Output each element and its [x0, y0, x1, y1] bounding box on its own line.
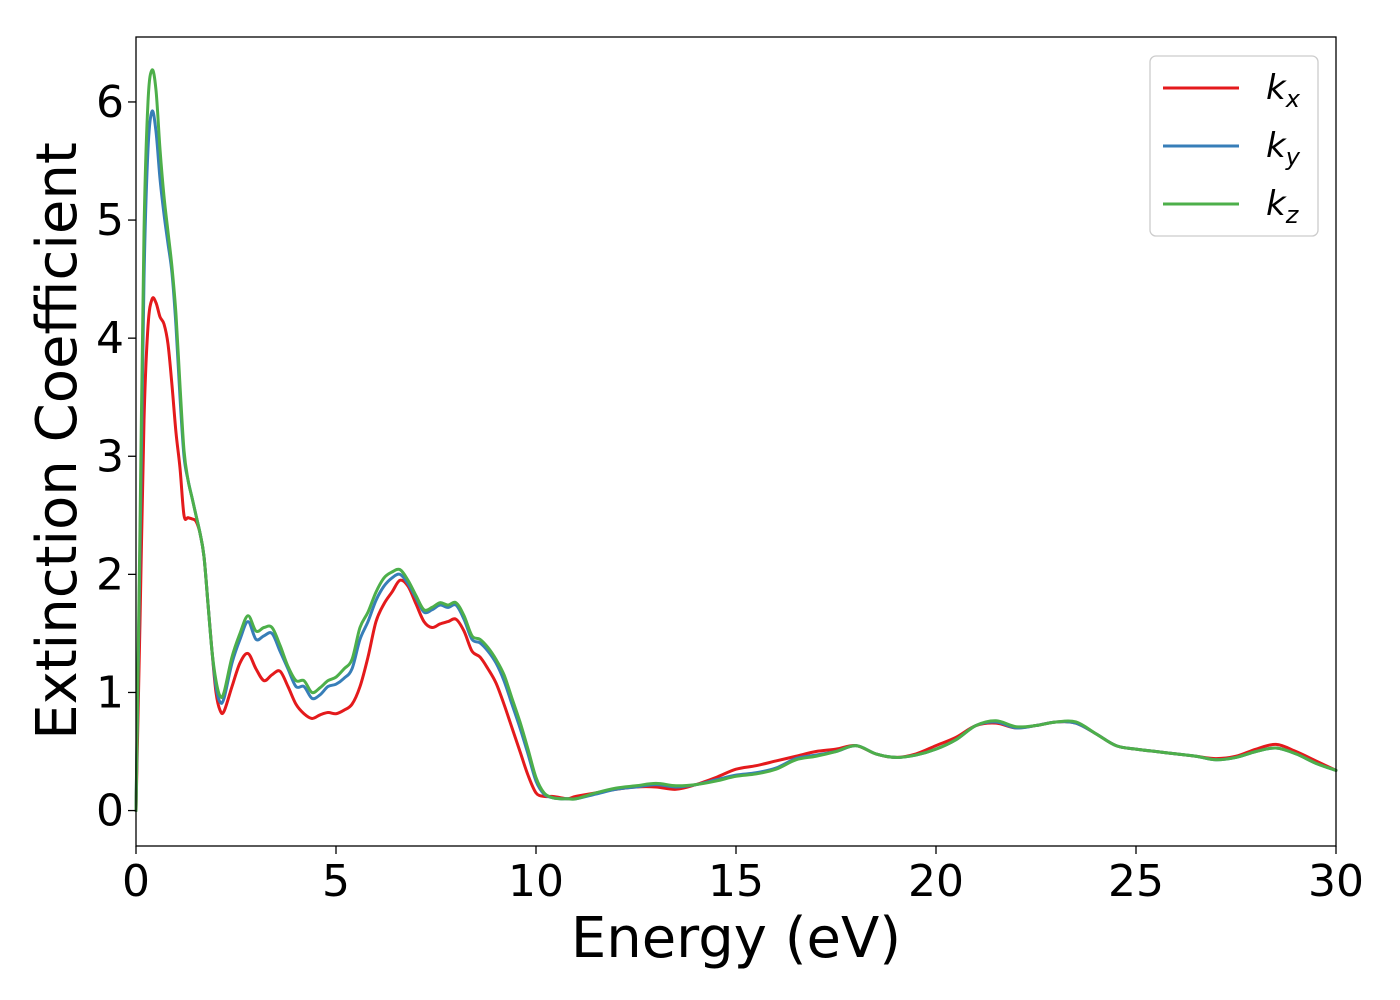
- x-tick-label: 15: [708, 856, 764, 907]
- y-tick-label: 2: [96, 549, 124, 600]
- legend-label-x: kx: [1266, 68, 1301, 113]
- series-line-z: [134, 68, 1338, 813]
- y-tick-label: 4: [96, 313, 124, 364]
- x-tick-label: 25: [1108, 856, 1164, 907]
- y-axis-ticks: 0 1 2 3 4 5 6: [96, 77, 136, 837]
- y-tick-label: 6: [96, 77, 124, 128]
- x-axis-ticks: 0 5 10 15 20 25 30: [122, 846, 1364, 907]
- legend: kx ky kz: [1149, 55, 1319, 237]
- y-tick-label: 3: [96, 431, 124, 482]
- series-line-x: [134, 296, 1338, 813]
- x-axis-title: Energy (eV): [571, 906, 901, 971]
- y-tick-label: 5: [96, 195, 124, 246]
- y-axis-title: Extinction Coefficient: [25, 142, 90, 740]
- x-tick-label: 0: [122, 856, 150, 907]
- series-layer: [134, 68, 1338, 813]
- legend-label-z: kz: [1266, 184, 1300, 229]
- x-tick-label: 5: [322, 856, 350, 907]
- x-tick-label: 30: [1308, 856, 1364, 907]
- legend-label-y: ky: [1266, 126, 1301, 171]
- y-tick-label: 1: [96, 667, 124, 718]
- x-tick-label: 20: [908, 856, 964, 907]
- x-tick-label: 10: [508, 856, 564, 907]
- y-tick-label: 0: [96, 786, 124, 837]
